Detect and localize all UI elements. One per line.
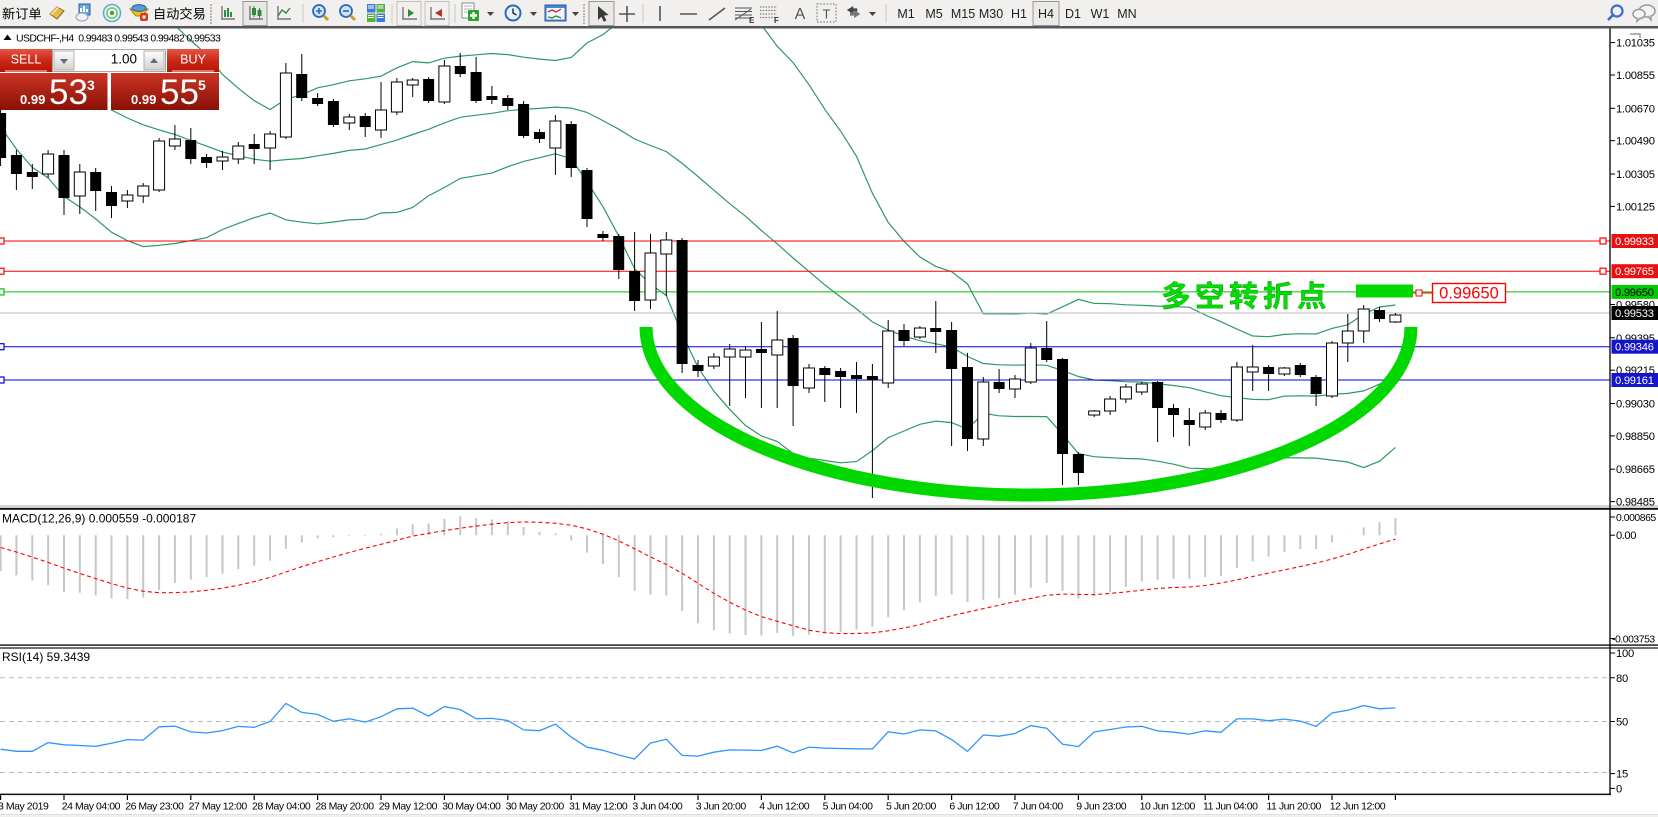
- svg-text:26 May 23:00: 26 May 23:00: [125, 801, 184, 813]
- svg-text:5: 5: [198, 77, 206, 93]
- svg-text:E: E: [749, 16, 755, 25]
- svg-text:0.00: 0.00: [1616, 530, 1636, 542]
- svg-text:1.01035: 1.01035: [1616, 38, 1655, 50]
- svg-text:55: 55: [160, 73, 199, 112]
- svg-text:12 Jun 12:00: 12 Jun 12:00: [1330, 801, 1386, 813]
- svg-text:30 May 20:00: 30 May 20:00: [506, 801, 565, 813]
- svg-text:H1: H1: [1011, 7, 1027, 21]
- svg-text:T: T: [823, 7, 831, 22]
- svg-text:D1: D1: [1065, 7, 1081, 21]
- svg-text:M1: M1: [897, 7, 914, 21]
- svg-text:29 May 12:00: 29 May 12:00: [379, 801, 438, 813]
- svg-text:9 Jun 23:00: 9 Jun 23:00: [1076, 801, 1127, 813]
- svg-text:MN: MN: [1117, 7, 1136, 21]
- svg-text:1.00: 1.00: [111, 52, 137, 67]
- svg-text:-0.003753: -0.003753: [1612, 635, 1655, 646]
- svg-text:0.99161: 0.99161: [1615, 375, 1654, 387]
- svg-text:3 Jun 04:00: 3 Jun 04:00: [632, 801, 683, 813]
- svg-text:28 May 20:00: 28 May 20:00: [315, 801, 374, 813]
- svg-text:M30: M30: [979, 7, 1003, 21]
- svg-text:M15: M15: [951, 7, 975, 21]
- svg-text:53: 53: [49, 73, 88, 112]
- svg-text:0.98850: 0.98850: [1616, 431, 1655, 443]
- svg-text:0.99933: 0.99933: [1615, 236, 1654, 248]
- svg-text:5 Jun 04:00: 5 Jun 04:00: [823, 801, 874, 813]
- svg-text:1.00490: 1.00490: [1616, 136, 1655, 148]
- svg-text:11 Jun 20:00: 11 Jun 20:00: [1266, 801, 1321, 813]
- svg-text:27 May 12:00: 27 May 12:00: [189, 801, 248, 813]
- svg-text:30 May 04:00: 30 May 04:00: [442, 801, 501, 813]
- svg-text:23 May 2019: 23 May 2019: [0, 801, 49, 813]
- svg-text:3: 3: [87, 77, 95, 93]
- svg-text:11 Jun 04:00: 11 Jun 04:00: [1203, 801, 1258, 813]
- svg-text:7 Jun 04:00: 7 Jun 04:00: [1013, 801, 1064, 813]
- svg-text:0.99650: 0.99650: [1615, 287, 1654, 299]
- svg-text:1.00125: 1.00125: [1616, 201, 1655, 213]
- svg-text:6 Jun 12:00: 6 Jun 12:00: [949, 801, 1000, 813]
- svg-text:1.00855: 1.00855: [1616, 70, 1655, 82]
- svg-text:10 Jun 12:00: 10 Jun 12:00: [1140, 801, 1196, 813]
- svg-text:28 May 04:00: 28 May 04:00: [252, 801, 311, 813]
- svg-text:24 May 04:00: 24 May 04:00: [62, 801, 121, 813]
- svg-text:RSI(14) 59.3439: RSI(14) 59.3439: [2, 650, 90, 664]
- svg-text:A: A: [795, 6, 806, 23]
- svg-text:0.98485: 0.98485: [1616, 497, 1655, 509]
- svg-text:SELL: SELL: [11, 53, 42, 67]
- svg-text:1.00670: 1.00670: [1616, 103, 1655, 115]
- svg-text:80: 80: [1616, 673, 1628, 685]
- svg-text:0.98665: 0.98665: [1616, 464, 1655, 476]
- svg-text:0.99650: 0.99650: [1439, 285, 1499, 303]
- svg-text:USDCHF-,H4 0.99483 0.99543 0.: USDCHF-,H4 0.99483 0.99543 0.99482 0.995…: [16, 33, 221, 45]
- svg-text:BUY: BUY: [180, 53, 206, 67]
- svg-text:31 May 12:00: 31 May 12:00: [569, 801, 628, 813]
- svg-text:MACD(12,26,9) 0.000559 -0.0001: MACD(12,26,9) 0.000559 -0.000187: [2, 512, 196, 526]
- svg-text:5 Jun 20:00: 5 Jun 20:00: [886, 801, 937, 813]
- svg-text:0.000865: 0.000865: [1616, 513, 1656, 524]
- svg-text:W1: W1: [1091, 7, 1110, 21]
- svg-text:1.00305: 1.00305: [1616, 169, 1655, 181]
- svg-text:H4: H4: [1038, 7, 1054, 21]
- svg-text:F: F: [774, 16, 779, 25]
- svg-text:0.99: 0.99: [131, 92, 156, 107]
- svg-text:0.99533: 0.99533: [1615, 308, 1654, 320]
- svg-text:0: 0: [1616, 783, 1622, 795]
- svg-text:0.99765: 0.99765: [1615, 266, 1654, 278]
- svg-text:50: 50: [1616, 717, 1628, 729]
- svg-text:0.99030: 0.99030: [1616, 399, 1655, 411]
- svg-text:4 Jun 12:00: 4 Jun 12:00: [759, 801, 810, 813]
- svg-text:3 Jun 20:00: 3 Jun 20:00: [696, 801, 747, 813]
- svg-text:M5: M5: [925, 7, 942, 21]
- svg-text:0.99346: 0.99346: [1615, 342, 1654, 354]
- svg-text:100: 100: [1616, 648, 1634, 660]
- svg-text:15: 15: [1616, 769, 1628, 781]
- svg-text:0.99: 0.99: [20, 92, 45, 107]
